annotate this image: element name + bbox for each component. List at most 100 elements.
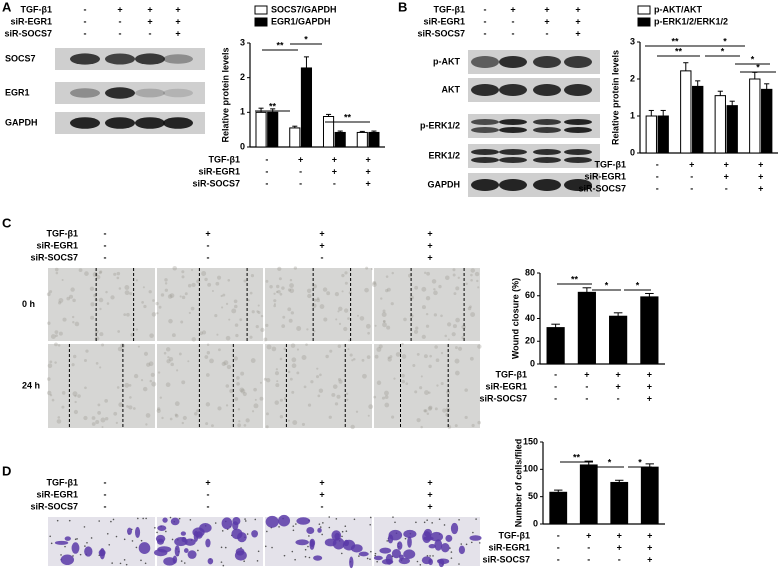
y-tick-label: 100	[523, 464, 538, 474]
cell-texture	[301, 422, 306, 426]
cell-texture	[233, 299, 238, 304]
cell-texture	[57, 416, 61, 419]
cell-texture	[374, 324, 377, 327]
cell-texture	[442, 408, 447, 413]
blot-band	[564, 179, 592, 191]
cell-texture	[251, 410, 255, 413]
condition-sign: +	[427, 240, 432, 250]
cell	[403, 529, 417, 539]
significance-label: *	[638, 457, 642, 467]
condition-sign: +	[427, 477, 432, 487]
blot-band	[564, 157, 592, 163]
condition-sign: +	[586, 530, 591, 540]
condition-sign: -	[557, 554, 560, 564]
cell-texture	[409, 314, 414, 318]
pore	[292, 529, 295, 532]
pore	[458, 563, 460, 565]
condition-sign: +	[647, 369, 652, 379]
cell-texture	[141, 301, 144, 304]
condition-label: TGF-β1	[21, 4, 53, 14]
cell-texture	[315, 375, 320, 379]
cell-texture	[58, 331, 63, 336]
pore	[72, 555, 74, 557]
cell-texture	[99, 307, 102, 311]
cell-texture	[455, 286, 460, 291]
legend-swatch	[254, 5, 268, 15]
cell-texture	[98, 297, 104, 303]
cell-texture	[337, 310, 340, 313]
pore	[49, 535, 51, 538]
cell-texture	[338, 322, 342, 326]
cell-texture	[253, 403, 259, 409]
cell-texture	[378, 344, 383, 349]
cell-texture	[234, 397, 239, 401]
cell-texture	[99, 332, 104, 337]
cell-texture	[54, 267, 59, 272]
cell	[221, 517, 233, 530]
cell-texture	[242, 391, 247, 397]
legend-label: SOCS7/GAPDH	[271, 4, 337, 14]
cell-texture	[288, 318, 293, 323]
condition-sign: -	[321, 252, 324, 262]
significance-label: **	[344, 112, 352, 122]
pore	[369, 558, 371, 560]
cell-texture	[90, 302, 95, 307]
cell-texture	[233, 356, 238, 361]
y-tick-label: 0	[533, 518, 538, 528]
cell-texture	[428, 364, 432, 369]
cell-texture	[384, 390, 389, 396]
cell-texture	[249, 291, 253, 295]
cell-texture	[347, 348, 350, 351]
y-tick-label: 20	[525, 336, 535, 346]
pore	[308, 535, 310, 537]
condition-sign: -	[618, 554, 621, 564]
bar	[714, 95, 726, 154]
cell-texture	[176, 369, 179, 372]
cell-texture	[225, 384, 230, 388]
cell-texture	[156, 408, 161, 413]
cell-texture	[205, 422, 209, 426]
cell-texture	[413, 329, 419, 334]
cell-texture	[307, 293, 312, 299]
cell	[440, 543, 450, 553]
cell-texture	[68, 294, 74, 299]
cell-texture	[123, 313, 127, 317]
row-label: 0 h	[22, 299, 35, 309]
blot-label: p-AKT	[433, 56, 460, 66]
significance-label: *	[608, 457, 612, 467]
condition-sign: +	[584, 369, 589, 379]
cell	[278, 514, 291, 527]
cell	[421, 556, 432, 565]
blot-band	[163, 117, 193, 129]
cell-texture	[453, 292, 457, 296]
cell-texture	[209, 358, 214, 364]
cell-texture	[165, 347, 171, 352]
cell-texture	[56, 419, 62, 424]
condition-sign: +	[647, 542, 652, 552]
cell	[84, 546, 93, 557]
pore	[319, 526, 322, 528]
pore	[156, 531, 158, 534]
cell-texture	[99, 366, 102, 369]
bar	[322, 115, 335, 148]
condition-sign: +	[365, 166, 370, 176]
blot-strip	[468, 114, 600, 138]
pore	[321, 533, 323, 536]
pore	[135, 546, 138, 549]
cell-texture	[273, 303, 276, 306]
cell-texture	[263, 337, 268, 342]
cell-texture	[99, 270, 103, 274]
error-bar	[303, 56, 309, 68]
cell-texture	[250, 358, 256, 363]
cell	[232, 521, 239, 531]
cell-texture	[469, 356, 474, 361]
error-bar	[359, 130, 365, 133]
cell-texture	[47, 321, 51, 325]
condition-sign: +	[427, 489, 432, 499]
cell-texture	[72, 321, 75, 324]
y-axis-label: Number of cells/filed	[513, 439, 523, 528]
cell-texture	[371, 282, 377, 288]
cell-texture	[414, 285, 419, 290]
blot-band	[564, 84, 592, 96]
bar	[609, 315, 628, 365]
